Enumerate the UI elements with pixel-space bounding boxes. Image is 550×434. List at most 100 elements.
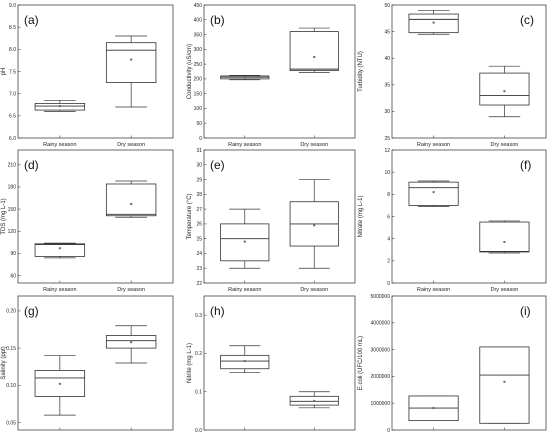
- y-tick-label: 31: [196, 148, 202, 154]
- box-dry: [479, 346, 530, 424]
- y-tick-label: 50: [384, 3, 390, 9]
- y-tick-label: 0.05: [6, 420, 16, 426]
- plot-frame: [203, 295, 356, 431]
- y-tick-label: 0: [387, 281, 390, 287]
- y-tick-label: 0.1: [195, 390, 202, 396]
- panel-label: (h): [210, 304, 225, 318]
- panel-label: (b): [210, 13, 225, 27]
- box-rainy: [220, 208, 270, 269]
- panel-4: 60 90 120 150 180 210 TDS (mg L-1) Rainy season…: [1, 149, 174, 293]
- y-tick-label: 7.0: [9, 91, 16, 97]
- y-tick-label: 23: [196, 266, 202, 272]
- x-category-label: Rainy season: [43, 142, 76, 148]
- y-tick-label: 6: [387, 214, 390, 220]
- y-tick-label: 8.5: [9, 25, 16, 31]
- y-tick-label: 7.5: [9, 69, 16, 75]
- y-axis-label: Conductivity (uS/cm): [187, 44, 193, 99]
- mean-marker: [58, 247, 61, 250]
- y-tick-label: 90: [10, 251, 16, 257]
- iqr-box: [479, 346, 530, 424]
- x-category-label: Dry season: [491, 142, 519, 148]
- y-tick-label: 6.5: [9, 114, 16, 120]
- y-tick-label: 0.20: [6, 309, 16, 315]
- y-tick-label: 0.0: [195, 428, 202, 434]
- box-rainy: [220, 345, 270, 373]
- panel-label: (i): [520, 304, 531, 318]
- y-tick-label: 120: [8, 229, 17, 235]
- mean-marker: [313, 399, 316, 402]
- y-tick-label: 25: [384, 136, 390, 142]
- box-rainy: [34, 99, 86, 112]
- mean-marker: [243, 360, 246, 363]
- y-tick-label: 30: [384, 109, 390, 115]
- panel-label: (c): [520, 13, 534, 27]
- panel-6: 0 2 4 6 8 10 12 Nitrate (mg L-1) Rainy season Dry…: [358, 148, 547, 293]
- box-dry: [479, 220, 530, 254]
- panel-label: (g): [24, 304, 39, 318]
- y-tick-label: 350: [194, 32, 203, 38]
- y-axis-label: Temperature (°C): [187, 193, 193, 239]
- panel-5: 22 23 24 25 26 27 28 29 30 31 Temperature (°C) Rain…: [187, 148, 356, 293]
- y-axis-label: Turbidity (NTU): [358, 51, 364, 92]
- y-tick-label: 26: [196, 222, 202, 228]
- iqr-box: [105, 42, 157, 83]
- y-axis-label: Salinity (ppt): [1, 346, 7, 379]
- y-axis-label: Nitrate (mg L-1): [358, 195, 364, 237]
- mean-marker: [432, 191, 435, 194]
- x-category-label: Dry season: [117, 142, 145, 148]
- y-tick-label: 50: [196, 121, 202, 127]
- mean-marker: [432, 21, 435, 24]
- panel-label: (e): [210, 158, 225, 172]
- panel-3: 25 30 35 40 45 50 Turbidity (NTU) Rainy season D…: [358, 3, 547, 148]
- panel-label: (a): [24, 13, 39, 27]
- y-tick-label: 12: [384, 148, 390, 154]
- mean-marker: [130, 58, 133, 61]
- plot-frame: [391, 295, 547, 431]
- y-tick-label: 8.0: [9, 47, 16, 53]
- y-tick-label: 150: [8, 207, 17, 213]
- y-tick-label: 30: [196, 163, 202, 169]
- mean-marker: [58, 105, 61, 108]
- iqr-box: [479, 221, 530, 253]
- mean-marker: [503, 380, 506, 383]
- y-tick-label: 2000000: [371, 374, 391, 380]
- y-tick-label: 0.15: [6, 346, 16, 352]
- panel-2: 0 50 100 150 200 250 300 350 400 450 Conductivity …: [187, 3, 356, 148]
- y-tick-label: 6.0: [9, 136, 16, 142]
- box-rainy: [408, 395, 459, 422]
- y-tick-label: 180: [8, 185, 17, 191]
- y-tick-label: 25: [196, 236, 202, 242]
- x-category-label: Dry season: [300, 287, 328, 293]
- mean-marker: [503, 240, 506, 243]
- panel-label: (f): [520, 158, 531, 172]
- y-tick-label: 24: [196, 251, 202, 257]
- mean-marker: [503, 90, 506, 93]
- y-axis-label: TDS (mg L-1): [1, 198, 7, 234]
- y-tick-label: 35: [384, 83, 390, 89]
- y-axis-label: pH: [1, 68, 7, 76]
- box-rainy: [408, 180, 459, 207]
- y-tick-label: 0.3: [195, 313, 202, 319]
- mean-marker: [313, 224, 316, 227]
- y-tick-label: 28: [196, 192, 202, 198]
- y-tick-label: 8: [387, 192, 390, 198]
- y-tick-label: 29: [196, 177, 202, 183]
- box-dry: [105, 180, 157, 218]
- y-tick-label: 2: [387, 259, 390, 265]
- y-tick-label: 450: [194, 3, 203, 9]
- y-tick-label: 4: [387, 236, 390, 242]
- y-tick-label: 40: [384, 56, 390, 62]
- iqr-box: [105, 183, 157, 217]
- box-dry: [289, 179, 339, 269]
- panel-label: (d): [24, 158, 39, 172]
- iqr-box: [408, 181, 459, 206]
- mean-marker: [243, 76, 246, 79]
- iqr-box: [289, 31, 339, 72]
- box-rainy: [408, 9, 459, 35]
- x-category-label: Rainy season: [228, 142, 261, 148]
- mean-marker: [58, 382, 61, 385]
- y-tick-label: 300: [194, 47, 203, 53]
